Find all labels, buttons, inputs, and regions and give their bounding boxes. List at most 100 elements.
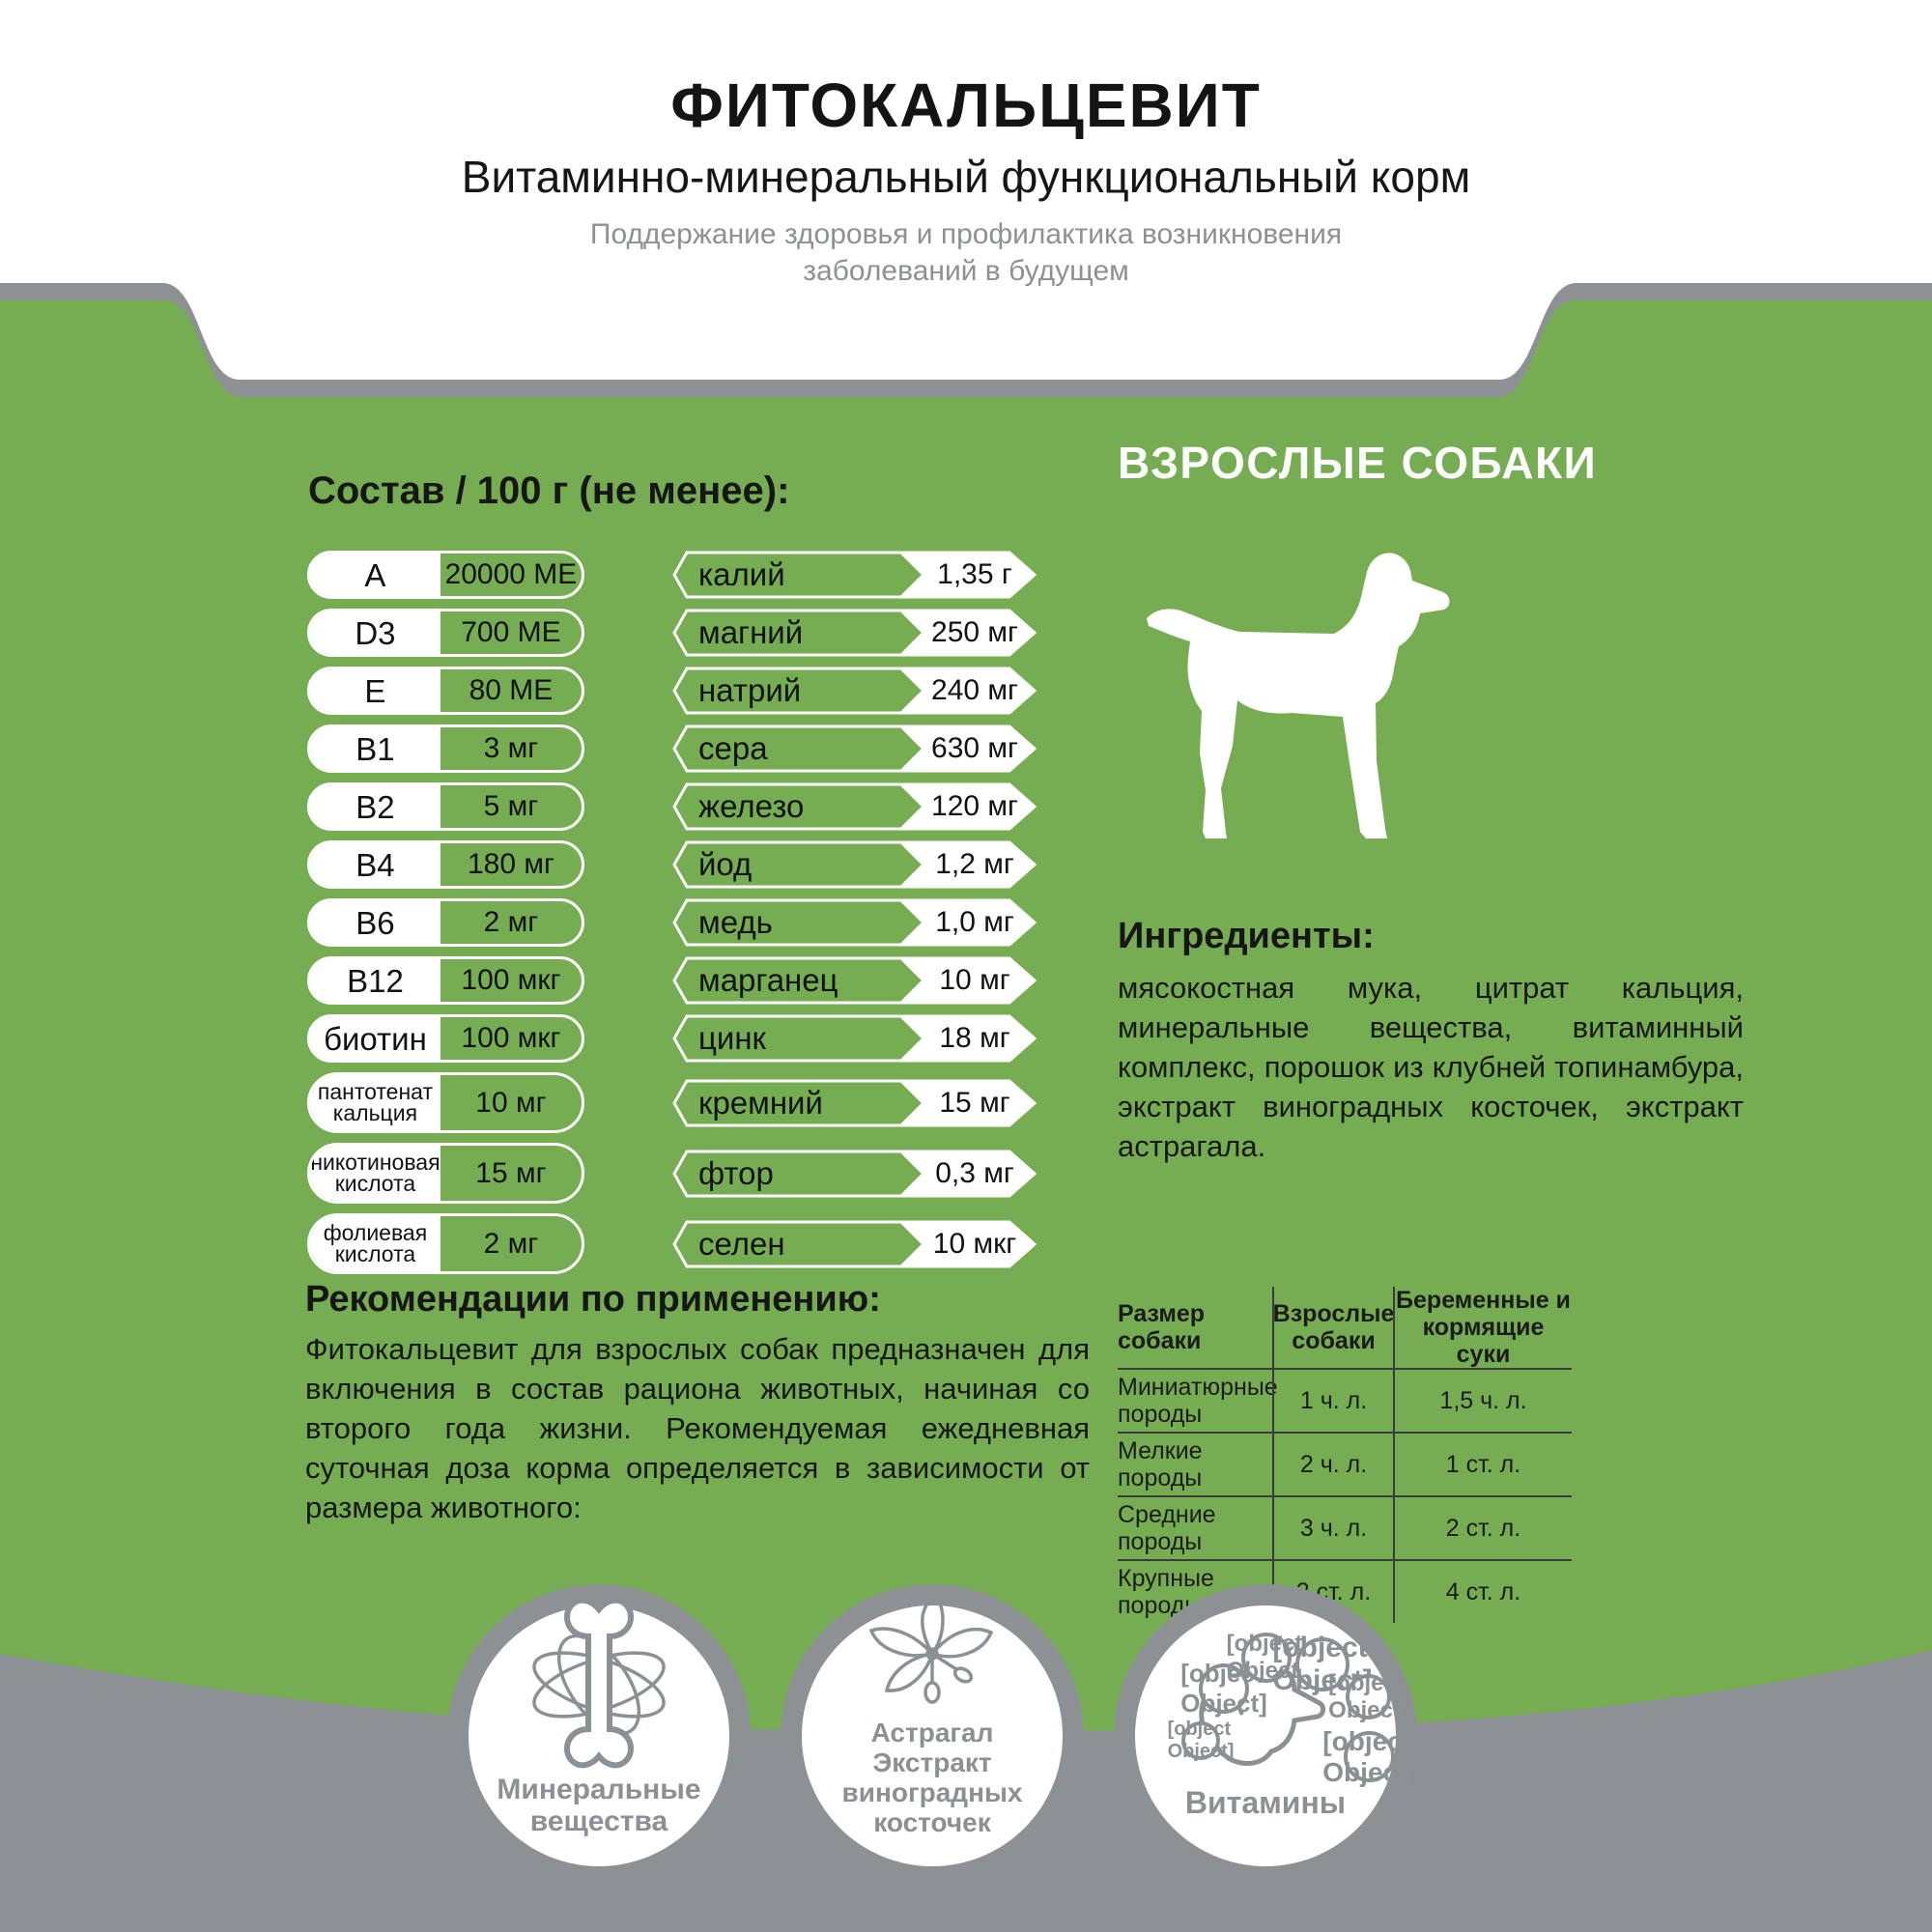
vitamin-value: 2 мг <box>483 906 539 938</box>
vitamin-value: 2 мг <box>483 1227 539 1260</box>
mineral-value: 250 мг <box>931 616 1018 648</box>
vitamin-letter-circle: [object Object] <box>1328 1669 1408 1723</box>
top-contour-shape <box>0 283 1932 502</box>
vitamin-row: D3 700 МЕ <box>307 609 584 657</box>
mineral-ribbon-icon <box>672 898 1037 947</box>
mineral-name: магний <box>698 614 804 650</box>
dog-silhouette-icon <box>1147 553 1450 838</box>
mineral-row: йод 1,2 мг <box>671 840 1043 889</box>
mineral-name: цинк <box>698 1020 766 1056</box>
minerals-badge-label: Минеральные вещества <box>497 1774 701 1837</box>
mineral-value: 15 мг <box>939 1086 1010 1119</box>
mineral-ribbon-icon <box>672 609 1037 657</box>
pregnant-dose-cell: 1 ст. л. <box>1393 1434 1572 1495</box>
vitamin-letter-circle: [object Object] <box>1180 1659 1267 1718</box>
adult-dose-cell: 2 ч. л. <box>1272 1434 1393 1495</box>
mineral-ribbon-icon <box>672 724 1037 773</box>
vitamin-pill: B1 3 мг <box>307 724 584 773</box>
vitamin-name: D3 <box>310 611 440 654</box>
mineral-row: фтор 0,3 мг <box>671 1143 1043 1204</box>
vitamin-value: 3 мг <box>483 732 539 764</box>
vitamin-row: A 20000 МЕ <box>307 551 584 599</box>
vitamin-value: 80 МЕ <box>469 674 554 706</box>
vitamin-name: E <box>310 669 440 712</box>
mineral-value: 1,0 мг <box>935 906 1014 938</box>
vitamin-row: биотин 100 мкг <box>307 1014 584 1063</box>
vitamin-pill: E 80 МЕ <box>307 667 584 715</box>
pregnant-dose-cell: 2 ст. л. <box>1393 1497 1572 1559</box>
mineral-name: натрий <box>698 672 802 708</box>
mineral-row: марганец 10 мг <box>671 956 1043 1005</box>
minerals-list: калий 1,35 г магний 250 мг натрий 240 мг… <box>671 551 1043 1284</box>
mineral-ribbon-icon <box>672 782 1037 831</box>
vitamin-letter-circle: [object Object] <box>1167 1719 1235 1762</box>
vitamin-row: B2 5 мг <box>307 782 584 831</box>
vitamin-value: 100 мкг <box>461 964 561 996</box>
vitamin-pill: B4 180 мг <box>307 840 584 889</box>
vitamin-pill: B12 100 мкг <box>307 956 584 1005</box>
vitamin-pill: биотин 100 мкг <box>307 1014 584 1063</box>
table-row: Миниатюрные породы 1 ч. л. 1,5 ч. л. <box>1118 1370 1572 1434</box>
recommendations-text: Фитокальцевит для взрослых собак предназ… <box>305 1332 1090 1524</box>
vitamin-pill: D3 700 МЕ <box>307 609 584 657</box>
product-title: ФИТОКАЛЬЦЕВИТ <box>670 71 1262 140</box>
table-row: Мелкие породы 2 ч. л. 1 ст. л. <box>1118 1434 1572 1497</box>
vitamins-badge-label: Витамины <box>1184 1785 1347 1820</box>
vitamin-value: 5 мг <box>483 790 539 822</box>
vitamin-pill: фолиевая кислота 2 мг <box>307 1213 584 1274</box>
mineral-name: железо <box>698 788 805 824</box>
mineral-name: йод <box>698 846 753 882</box>
vitamin-name: B4 <box>310 843 440 886</box>
vitamin-name: фолиевая кислота <box>310 1216 440 1271</box>
mineral-value: 630 мг <box>931 732 1018 764</box>
vitamin-letter-circle: [object Object] <box>1322 1725 1416 1787</box>
mineral-value: 1,2 мг <box>935 848 1014 880</box>
dog-size-cell: Мелкие породы <box>1118 1437 1203 1492</box>
vitamin-pill: B6 2 мг <box>307 898 584 947</box>
vitamin-row: E 80 МЕ <box>307 667 584 715</box>
mineral-ribbon-icon <box>672 956 1037 1005</box>
astragalus-flower-icon <box>868 1594 994 1704</box>
vitamin-row: B6 2 мг <box>307 898 584 947</box>
vitamin-value: 180 мг <box>467 848 554 880</box>
vitamin-row: фолиевая кислота 2 мг <box>307 1213 584 1274</box>
adult-dose-cell: 1 ч. л. <box>1272 1370 1393 1432</box>
mineral-row: железо 120 мг <box>671 782 1043 831</box>
mineral-row: кремний 15 мг <box>671 1072 1043 1133</box>
mineral-row: цинк 18 мг <box>671 1014 1043 1063</box>
mineral-value: 240 мг <box>931 674 1018 706</box>
vitamin-pill: B2 5 мг <box>307 782 584 831</box>
vitamin-pill: пантотенат кальция 10 мг <box>307 1072 584 1133</box>
vitamin-value: 700 МЕ <box>461 616 561 648</box>
mineral-row: медь 1,0 мг <box>671 898 1043 947</box>
product-tagline: Поддержание здоровья и профилактика возн… <box>589 218 1343 287</box>
bone-atom-icon <box>532 1597 666 1769</box>
vitamin-name: B1 <box>310 727 440 770</box>
ingredients-text: мясокостная мука, цитрат кальция, минера… <box>1118 971 1744 1163</box>
vitamin-row: B4 180 мг <box>307 840 584 889</box>
mineral-ribbon-icon <box>672 667 1037 715</box>
mineral-name: сера <box>698 730 768 766</box>
mineral-row: натрий 240 мг <box>671 667 1043 715</box>
vitamin-value: 20000 МЕ <box>444 558 578 590</box>
mineral-row: селен 10 мкг <box>671 1213 1043 1274</box>
vitamin-name: B2 <box>310 785 440 828</box>
dosage-table-header: Размер собаки Взрослые собаки Беременные… <box>1118 1287 1572 1370</box>
vitamin-name: A <box>310 554 440 596</box>
vitamin-name: пантотенат кальция <box>310 1075 440 1130</box>
vitamin-row: B1 3 мг <box>307 724 584 773</box>
adult-dose-cell: 3 ч. л. <box>1272 1497 1393 1559</box>
recommendations-heading: Рекомендации по применению: <box>305 1279 881 1320</box>
vitamin-value: 100 мкг <box>461 1022 561 1054</box>
mineral-value: 18 мг <box>939 1022 1010 1054</box>
col-header-adult: Взрослые собаки <box>1272 1287 1394 1368</box>
dog-size-cell: Миниатюрные породы <box>1118 1374 1278 1428</box>
mineral-name: марганец <box>698 962 838 998</box>
mineral-value: 10 мкг <box>932 1227 1017 1260</box>
vitamin-name: B6 <box>310 901 440 944</box>
mineral-ribbon-icon <box>672 840 1037 889</box>
composition-heading: Состав / 100 г (не менее): <box>308 469 790 512</box>
astragalus-badge-label: Астрагал Экстракт виноградных косточек <box>841 1718 1023 1837</box>
col-header-pregnant: Беременные и кормящие суки <box>1393 1287 1572 1368</box>
dog-size-cell: Средние породы <box>1118 1501 1216 1555</box>
